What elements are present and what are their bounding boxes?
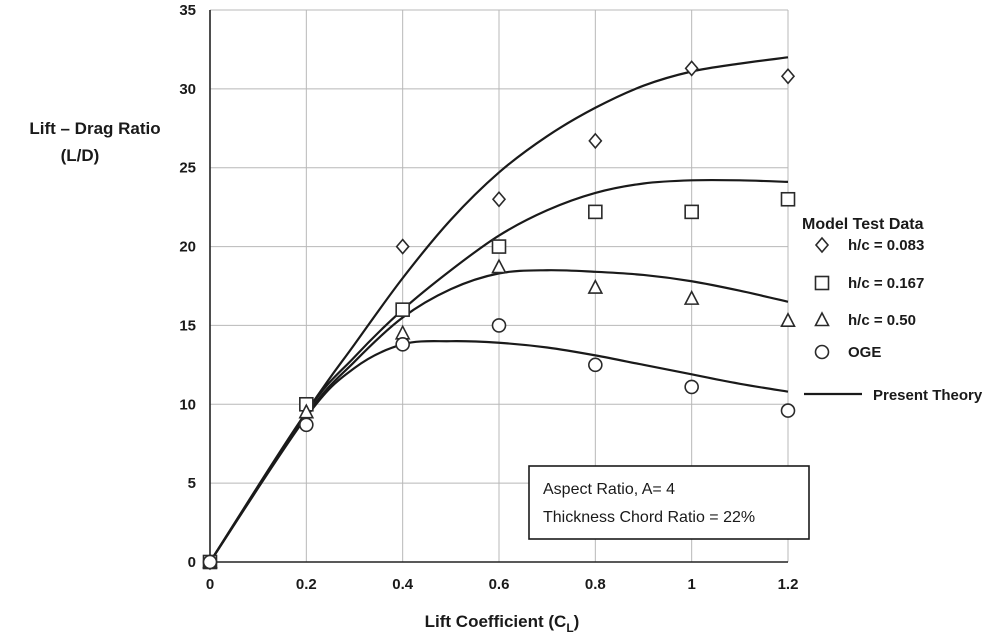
- y-tick-label: 25: [179, 160, 196, 177]
- x-axis-title-end: ): [574, 612, 580, 631]
- circle-marker: [684, 379, 699, 395]
- legend-label: h/c = 0.167: [848, 275, 924, 292]
- y-tick-label: 10: [179, 396, 196, 413]
- y-tick-label: 15: [179, 317, 196, 334]
- legend-circle-icon: [814, 344, 830, 360]
- legend-label: h/c = 0.083: [848, 237, 924, 254]
- y-axis-title-line2: (L/D): [61, 146, 100, 165]
- circle-marker: [780, 403, 796, 418]
- x-tick-label: 0.6: [489, 576, 510, 593]
- legend-diamond-icon: [814, 236, 830, 254]
- legend-square-icon: [814, 275, 830, 291]
- diamond-marker: [395, 238, 410, 255]
- legend-label: h/c = 0.50: [848, 312, 916, 329]
- legend-theory-label: Present Theory: [873, 387, 983, 404]
- legend-label: OGE: [848, 344, 881, 361]
- square-marker: [588, 204, 603, 220]
- theory-curve-2: [209, 178, 789, 563]
- circle-marker: [299, 417, 314, 433]
- diamond-marker: [780, 68, 796, 85]
- annotation-frame: [528, 465, 810, 540]
- y-tick-label: 0: [188, 554, 196, 571]
- x-tick-label: 1: [687, 576, 695, 593]
- x-tick-label: 0: [206, 576, 214, 593]
- x-axis-title-main: Lift Coefficient (C: [425, 612, 567, 631]
- circle-marker: [395, 337, 410, 352]
- y-tick-label: 35: [179, 2, 196, 19]
- tick-labels: 0 5 10 15 20 25 30 35 0 0.2 0.4 0.6 0.8 1 1.2: [179, 2, 798, 593]
- theory-curve-4: [209, 340, 789, 563]
- y-tick-label: 30: [179, 81, 196, 98]
- legend-title: Model Test Data: [802, 216, 924, 233]
- square-marker: [780, 191, 796, 207]
- x-tick-label: 0.2: [296, 576, 317, 593]
- x-tick-label: 0.4: [392, 576, 414, 593]
- triangle-marker: [394, 324, 411, 340]
- x-tick-label: 1.2: [778, 576, 799, 593]
- circle-marker: [491, 318, 507, 333]
- annotation-line1: Aspect Ratio, A= 4: [543, 481, 675, 498]
- axes: [209, 10, 788, 563]
- diamond-marker: [588, 132, 603, 150]
- square-marker: [491, 239, 507, 254]
- legend-items: h/c = 0.083 h/c = 0.167 h/c = 0.50 OGE: [814, 236, 924, 361]
- y-axis-title-line1: Lift – Drag Ratio: [29, 119, 160, 138]
- circle-marker: [588, 357, 603, 373]
- x-axis-title-sub: L: [566, 621, 573, 635]
- diamond-marker: [491, 191, 507, 208]
- x-axis-title: Lift Coefficient (CL): [425, 612, 580, 635]
- y-tick-label: 5: [188, 475, 196, 492]
- data-markers: [202, 60, 796, 571]
- annotation-line2: Thickness Chord Ratio = 22%: [543, 509, 755, 526]
- legend-triangle-icon: [814, 311, 830, 327]
- y-tick-label: 20: [179, 239, 196, 256]
- circle-marker: [202, 554, 218, 570]
- triangle-marker: [491, 258, 507, 274]
- triangle-marker: [780, 311, 796, 327]
- square-marker: [684, 204, 699, 220]
- annotation-box: Aspect Ratio, A= 4 Thickness Chord Ratio…: [528, 465, 810, 540]
- square-marker: [395, 302, 410, 317]
- triangle-marker: [683, 289, 700, 305]
- triangle-marker: [587, 278, 604, 294]
- diamond-marker: [684, 60, 699, 77]
- x-tick-label: 0.8: [585, 576, 606, 593]
